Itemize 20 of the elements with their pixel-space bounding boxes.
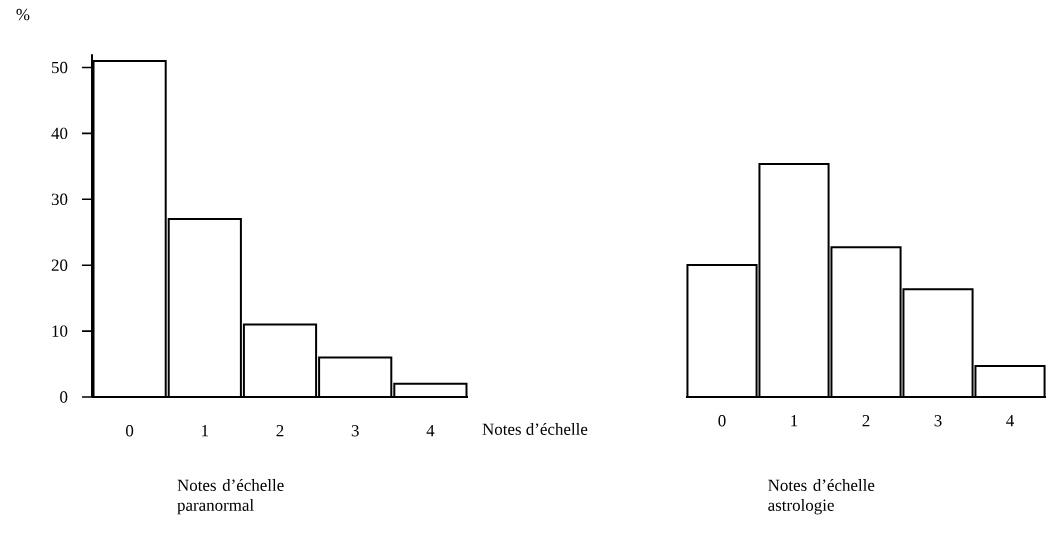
y-tick-label: 50 <box>52 61 68 74</box>
x-tick-label: 0 <box>718 415 726 427</box>
x-tick-label: 3 <box>351 425 359 437</box>
y-tick-label: 20 <box>51 259 68 271</box>
y-tick-label: 40 <box>51 127 68 140</box>
y-axis-title: % <box>16 8 30 21</box>
x-tick-label: 4 <box>1006 415 1014 427</box>
x-tick-label: 4 <box>426 425 435 437</box>
x-tick-label: 0 <box>126 425 134 437</box>
x-tick-label: 1 <box>202 425 209 437</box>
y-tick-label: 10 <box>52 325 68 337</box>
x-axis-title: Notes d’échelle astrologie <box>768 479 875 515</box>
x-axis-title: Notes d’échelle paranormal <box>177 479 284 515</box>
text: Notes d’échelle <box>482 423 588 435</box>
x-tick-label: 2 <box>862 415 870 427</box>
x-tick-label: 1 <box>791 415 798 427</box>
x-tick-label: 2 <box>276 425 284 437</box>
y-tick-label: 30 <box>51 193 68 205</box>
y-tick-label: 0 <box>60 391 68 403</box>
x-tick-label: 3 <box>934 415 942 427</box>
